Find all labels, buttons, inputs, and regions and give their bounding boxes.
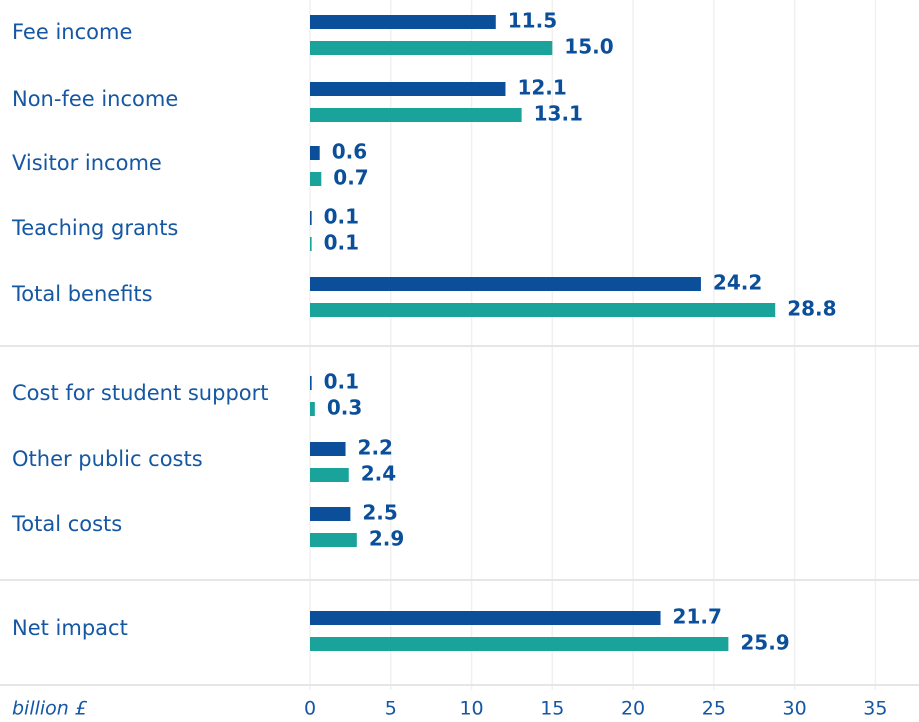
value-label: 13.1 xyxy=(534,102,583,126)
bar xyxy=(310,82,506,96)
bar xyxy=(310,237,312,251)
bar xyxy=(310,611,661,625)
value-label: 0.1 xyxy=(324,205,359,229)
x-tick-label: 0 xyxy=(304,698,316,720)
bar xyxy=(310,376,312,390)
category-label: Net impact xyxy=(12,616,128,640)
value-label: 11.5 xyxy=(508,9,557,33)
value-label: 2.2 xyxy=(358,436,393,460)
bar xyxy=(310,211,312,225)
value-label: 15.0 xyxy=(564,35,613,59)
value-label: 0.1 xyxy=(324,370,359,394)
x-tick-label: 15 xyxy=(540,698,564,720)
category-label: Total benefits xyxy=(11,282,153,306)
x-tick-label: 5 xyxy=(385,698,397,720)
category-label: Non-fee income xyxy=(12,87,178,111)
category-label: Fee income xyxy=(12,20,132,44)
bar xyxy=(310,277,701,291)
value-label: 0.7 xyxy=(333,166,368,190)
category-label: Teaching grants xyxy=(11,216,178,240)
bar xyxy=(310,15,496,29)
value-label: 0.3 xyxy=(327,396,362,420)
bar xyxy=(310,303,776,317)
value-label: 12.1 xyxy=(517,76,566,100)
value-label: 0.1 xyxy=(324,231,359,255)
value-label: 24.2 xyxy=(713,271,762,295)
category-label: Cost for student support xyxy=(12,381,269,405)
value-label: 2.9 xyxy=(369,527,404,551)
value-label: 21.7 xyxy=(673,605,722,629)
bar xyxy=(310,442,346,456)
value-label: 28.8 xyxy=(787,297,836,321)
x-tick-label: 35 xyxy=(863,698,887,720)
value-label: 0.6 xyxy=(332,140,367,164)
x-tick-label: 20 xyxy=(621,698,645,720)
x-axis-label: billion £ xyxy=(12,698,88,720)
category-label: Other public costs xyxy=(12,447,203,471)
category-label: Total costs xyxy=(11,512,122,536)
value-label: 2.4 xyxy=(361,462,396,486)
value-label: 2.5 xyxy=(362,501,397,525)
bar xyxy=(310,146,320,160)
value-label: 25.9 xyxy=(740,631,789,655)
bar xyxy=(310,41,553,55)
bar xyxy=(310,468,349,482)
bar xyxy=(310,108,522,122)
bar xyxy=(310,637,729,651)
bar xyxy=(310,172,322,186)
bar xyxy=(310,533,357,547)
category-label: Visitor income xyxy=(12,151,162,175)
x-tick-label: 10 xyxy=(459,698,483,720)
x-tick-label: 25 xyxy=(702,698,726,720)
bar xyxy=(310,402,315,416)
bar xyxy=(310,507,351,521)
x-tick-label: 30 xyxy=(783,698,807,720)
